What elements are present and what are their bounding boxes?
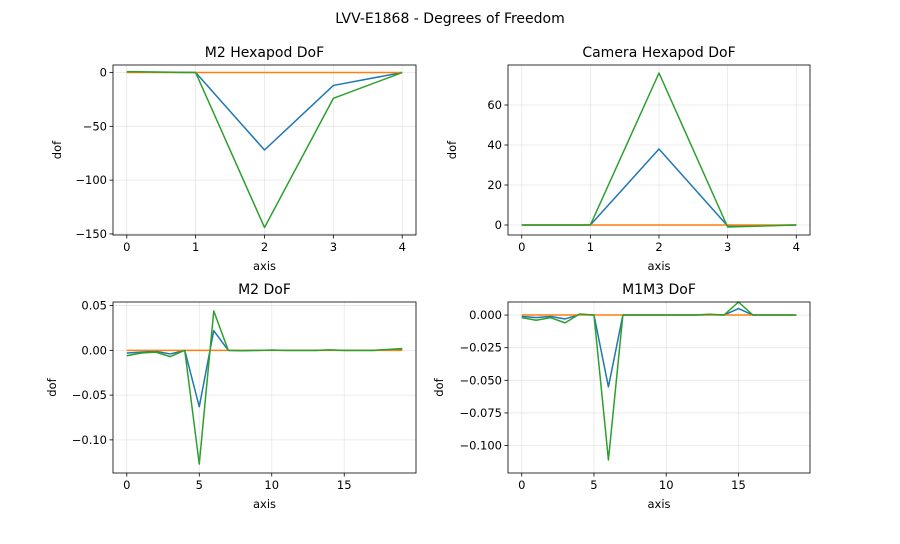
subplot-title: M2 DoF bbox=[238, 282, 291, 298]
y-tick-label: 0.000 bbox=[469, 308, 502, 322]
subplot-title: M1M3 DoF bbox=[622, 282, 696, 298]
y-tick-label: −0.100 bbox=[459, 439, 502, 453]
y-tick-label: −0.050 bbox=[459, 373, 502, 387]
x-axis-label: axis bbox=[647, 497, 670, 511]
y-axis-label: dof bbox=[45, 377, 59, 396]
x-tick-label: 0 bbox=[518, 240, 525, 254]
y-tick-label: 0.05 bbox=[81, 299, 107, 313]
y-tick-label: −100 bbox=[75, 173, 107, 187]
x-tick-label: 15 bbox=[731, 478, 746, 492]
series-line-3 bbox=[521, 301, 797, 461]
x-axis-label: axis bbox=[647, 259, 670, 273]
x-tick-label: 15 bbox=[337, 478, 352, 492]
y-tick-label: 0 bbox=[100, 66, 107, 80]
x-tick-label: 10 bbox=[659, 478, 674, 492]
y-tick-label: −0.05 bbox=[72, 388, 107, 402]
y-tick-label: −0.10 bbox=[72, 433, 107, 447]
y-axis-label: dof bbox=[445, 140, 459, 159]
subplot-m2-dof: 0 5 10 15 0.05 0.00 −0.05 −0.10 M2 DoF axis dof bbox=[45, 282, 417, 511]
x-tick-label: 5 bbox=[590, 478, 597, 492]
y-tick-label: 0 bbox=[495, 218, 502, 232]
y-axis-label: dof bbox=[432, 377, 446, 396]
x-tick-label: 10 bbox=[264, 478, 279, 492]
series-line-3 bbox=[126, 310, 403, 465]
x-tick-label: 0 bbox=[123, 240, 130, 254]
subplot-title: Camera Hexapod DoF bbox=[582, 45, 735, 61]
x-tick-label: 0 bbox=[518, 478, 525, 492]
subplot-title: M2 Hexapod DoF bbox=[205, 45, 324, 61]
x-tick-label: 3 bbox=[330, 240, 337, 254]
x-tick-label: 2 bbox=[655, 240, 662, 254]
y-tick-label: 40 bbox=[487, 138, 502, 152]
y-tick-label: 60 bbox=[487, 98, 502, 112]
x-axis-label: axis bbox=[253, 497, 276, 511]
x-tick-label: 1 bbox=[587, 240, 594, 254]
y-tick-label: 0.00 bbox=[81, 343, 107, 357]
figure-title: LVV-E1868 - Degrees of Freedom bbox=[335, 11, 565, 27]
x-tick-label: 2 bbox=[261, 240, 268, 254]
y-tick-label: −50 bbox=[83, 119, 107, 133]
x-tick-label: 4 bbox=[793, 240, 800, 254]
y-tick-label: −0.025 bbox=[459, 341, 502, 355]
y-tick-label: −0.075 bbox=[459, 406, 502, 420]
subplot-m1m3-dof: 0 5 10 15 0.000 −0.025 −0.050 −0.075 −0.100 M1M3 … bbox=[432, 282, 811, 511]
y-axis-label: dof bbox=[50, 140, 64, 159]
series-line-3 bbox=[521, 72, 797, 228]
x-tick-label: 3 bbox=[724, 240, 731, 254]
x-tick-label: 5 bbox=[196, 478, 203, 492]
x-tick-label: 4 bbox=[399, 240, 406, 254]
x-tick-label: 0 bbox=[123, 478, 130, 492]
axes-frame bbox=[507, 301, 811, 474]
x-tick-label: 1 bbox=[192, 240, 199, 254]
y-tick-label: −150 bbox=[75, 227, 107, 241]
subplot-m2-hexapod: 0 1 2 3 4 0 −50 −100 −150 M2 Hexapod DoF axis dof bbox=[50, 45, 417, 273]
axes-frame bbox=[112, 301, 417, 474]
x-axis-label: axis bbox=[253, 259, 276, 273]
y-tick-label: 20 bbox=[487, 178, 502, 192]
series-line-3 bbox=[126, 70, 403, 229]
